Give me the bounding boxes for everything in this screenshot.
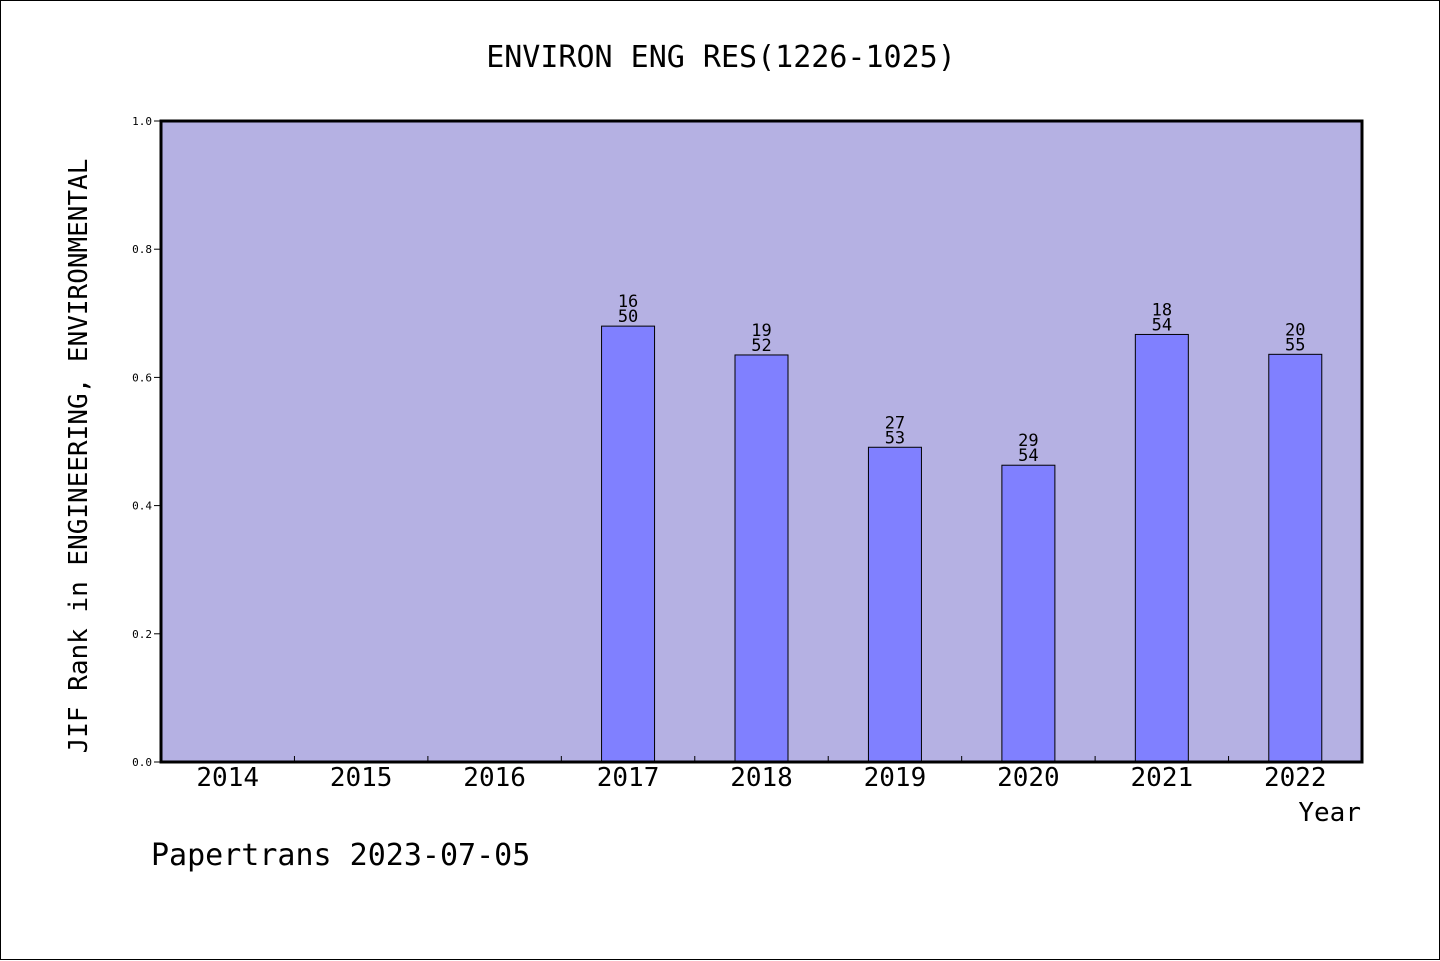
bar-rank-label: 20 [1285, 320, 1305, 340]
bar-2017 [601, 325, 656, 763]
bar-total-label: 52 [751, 336, 771, 356]
bar-rank-label: 19 [751, 321, 771, 341]
y-axis-ticks: 0.0 0.2 0.4 0.6 0.8 1.0 [132, 115, 161, 769]
plot-border [159, 119, 1364, 764]
y-tick-label: 1.0 [132, 115, 152, 128]
x-tick-label: 2017 [597, 763, 660, 793]
bar-rank-label: 16 [618, 292, 638, 312]
bar-2022 [1268, 353, 1323, 763]
y-axis-label: JIF Rank in ENGINEERING, ENVIRONMENTAL [64, 159, 94, 754]
bar-total-label: 55 [1285, 335, 1305, 355]
bar-rank-label: 18 [1152, 300, 1172, 320]
bar-series [601, 325, 1323, 763]
bar-rank-label: 29 [1018, 431, 1038, 451]
bar-2018 [734, 354, 789, 763]
bar-2021 [1134, 333, 1189, 763]
y-tick-label: 0.6 [132, 371, 152, 384]
x-tick-label: 2021 [1131, 763, 1194, 793]
x-axis-label: Year [1298, 798, 1361, 828]
x-tick-label: 2014 [196, 763, 259, 793]
bar-total-label: 54 [1152, 315, 1172, 335]
x-tick-label: 2016 [463, 763, 526, 793]
x-tick-label: 2020 [997, 763, 1060, 793]
bar-total-label: 54 [1018, 446, 1038, 466]
y-tick-label: 0.2 [132, 628, 152, 641]
x-tick-label: 2019 [864, 763, 927, 793]
bar-total-label: 50 [618, 307, 638, 327]
x-tick-label: 2018 [730, 763, 793, 793]
x-tick-label: 2022 [1264, 763, 1327, 793]
y-tick-label: 0.8 [132, 243, 152, 256]
bar-2019 [867, 446, 922, 763]
footer-credit: Papertrans 2023-07-05 [151, 838, 530, 873]
x-axis-ticks: 2014 2015 2016 2017 2018 2019 2020 2021 2022 [196, 756, 1327, 793]
x-tick-label: 2015 [330, 763, 393, 793]
bar-rank-label: 27 [885, 413, 905, 433]
chart-title: ENVIRON ENG RES(1226-1025) [486, 40, 956, 75]
y-tick-label: 0.4 [132, 500, 152, 513]
y-tick-label: 0.0 [132, 756, 152, 769]
bar-total-label: 53 [885, 428, 905, 448]
bar-2020 [1001, 464, 1056, 763]
